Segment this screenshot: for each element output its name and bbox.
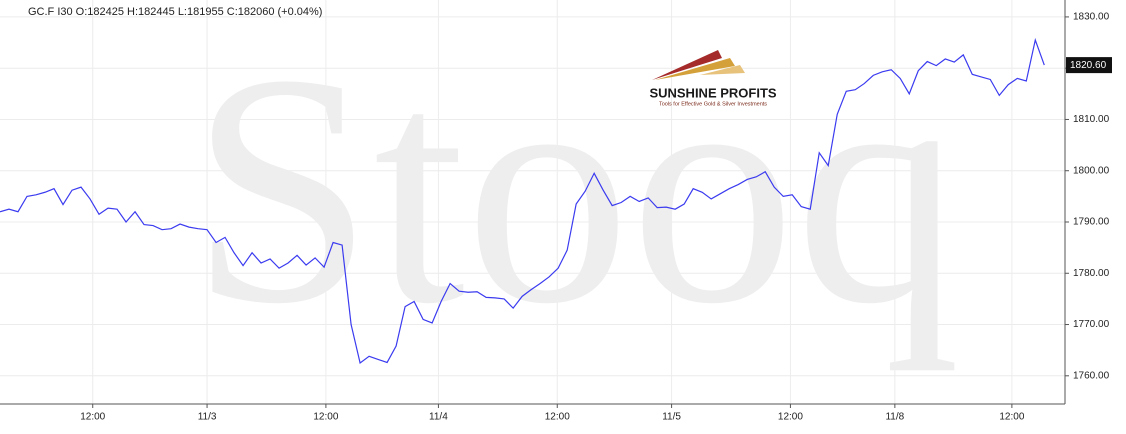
y-tick-label: 1810.00 <box>1073 114 1110 125</box>
y-tick-label: 1780.00 <box>1073 268 1110 279</box>
x-tick-label: 12:00 <box>545 412 570 423</box>
logo-stripe <box>700 65 745 75</box>
x-tick-label: 11/8 <box>885 412 904 423</box>
logo-name: SUNSHINE PROFITS <box>649 85 776 100</box>
x-tick-label: 12:00 <box>999 412 1024 423</box>
plot: 1760.00 1770.00 1780.00 1790.00 1800.00 1810.… <box>0 0 1112 423</box>
x-tick-label: 11/4 <box>429 412 448 423</box>
x-tick-label: 12:00 <box>313 412 338 423</box>
x-tick-label: 12:00 <box>80 412 105 423</box>
x-tick-label: 11/5 <box>662 412 681 423</box>
watermark: Stooq <box>190 7 960 372</box>
y-tick-label: 1830.00 <box>1073 12 1110 23</box>
x-tick-label: 12:00 <box>778 412 803 423</box>
price-line <box>0 37 1045 365</box>
y-tick-label: 1800.00 <box>1073 165 1110 176</box>
logo-stripe <box>655 58 735 80</box>
logo: SUNSHINE PROFITS Tools for Effective Gol… <box>649 50 777 107</box>
last-price-label: 1820.60 <box>1070 60 1107 71</box>
logo-tagline: Tools for Effective Gold & Silver Invest… <box>659 101 767 107</box>
last-price-box <box>1066 57 1112 74</box>
grid <box>0 0 1065 404</box>
logo-stripe <box>652 50 722 80</box>
y-tick-label: 1770.00 <box>1073 319 1110 330</box>
y-tick-label: 1760.00 <box>1073 370 1110 381</box>
x-tick-label: 11/3 <box>198 412 217 423</box>
y-tick-label: 1790.00 <box>1073 217 1110 228</box>
chart-title: GC.F I30 O:182425 H:182445 L:181955 C:18… <box>28 6 322 18</box>
